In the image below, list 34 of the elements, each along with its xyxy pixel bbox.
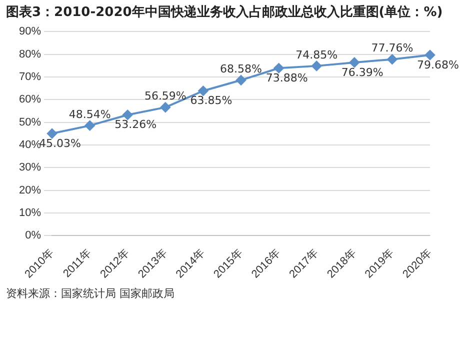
y-tick-label: 30%	[18, 162, 42, 174]
point	[47, 128, 58, 139]
y-tick-label: 50%	[18, 116, 42, 128]
data-label: 45.03%	[39, 136, 81, 150]
point	[387, 54, 398, 64]
y-tick-label: 70%	[18, 70, 42, 83]
chart-title: 图表3：2010-2020年中国快递业务收入占邮政业总收入比重图(单位：%)	[5, 4, 444, 22]
point	[312, 60, 322, 71]
data-label: 53.26%	[114, 118, 157, 132]
point	[349, 57, 360, 68]
point	[84, 120, 95, 131]
data-label: 48.54%	[68, 108, 111, 121]
point	[160, 102, 170, 112]
data-label: 56.59%	[144, 90, 186, 103]
data-label: 73.88%	[266, 71, 308, 84]
y-tick-label: 20%	[18, 184, 42, 196]
y-tick-label: 0%	[25, 230, 42, 242]
point	[236, 75, 246, 86]
text: 资料来源：国家统计局 国家邮政局	[5, 286, 176, 302]
data-label: 77.76%	[371, 42, 414, 55]
data-label: 74.85%	[296, 48, 338, 62]
point	[425, 50, 435, 60]
point	[122, 110, 133, 120]
y-tick-label: 60%	[18, 94, 42, 106]
y-tick-label: 40%	[18, 138, 42, 151]
data-label: 79.68%	[417, 58, 459, 72]
y-tick-label: 90%	[18, 26, 42, 38]
data-label: 68.58%	[220, 62, 262, 76]
y-tick-label: 80%	[18, 48, 42, 60]
data-label: 76.39%	[341, 66, 384, 79]
data-label: 63.85%	[190, 94, 232, 108]
point	[198, 86, 208, 96]
y-tick-label: 10%	[18, 206, 42, 219]
point	[274, 63, 284, 74]
